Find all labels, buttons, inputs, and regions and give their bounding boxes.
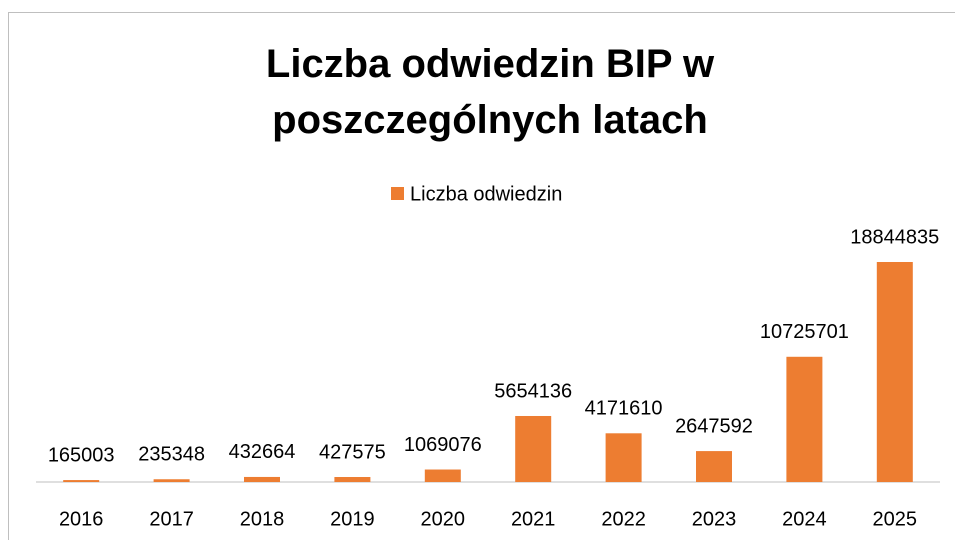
data-label: 2647592: [675, 415, 753, 437]
bar: [63, 480, 100, 482]
data-label: 5654136: [494, 380, 572, 402]
x-tick-label: 2021: [511, 508, 556, 530]
data-label: 235348: [138, 444, 205, 466]
legend-swatch: [391, 187, 404, 200]
legend-label: Liczba odwiedzin: [410, 183, 562, 205]
bar: [244, 476, 280, 482]
chart-title: Liczba odwiedzin BIP w poszczególnych la…: [265, 42, 715, 142]
x-tick-label: 2024: [782, 508, 827, 530]
bar: [334, 477, 371, 482]
chart-border: [8, 12, 955, 540]
bar: [424, 469, 461, 482]
data-label: 4171610: [585, 398, 663, 420]
bar: [515, 415, 552, 482]
x-tick-label: 2017: [149, 508, 194, 530]
data-label: 10725701: [760, 321, 849, 343]
x-tick-label: 2019: [330, 508, 375, 530]
bar: [786, 356, 823, 482]
x-tick-label: 2023: [692, 508, 737, 530]
x-tick-label: 2020: [421, 508, 466, 530]
bar: [605, 433, 642, 482]
x-tick-label: 2022: [601, 508, 646, 530]
data-label: 432664: [229, 441, 296, 463]
data-label: 427575: [319, 441, 386, 463]
bar: [153, 479, 190, 482]
data-label: 18844835: [850, 226, 939, 248]
x-tick-label: 2016: [59, 508, 104, 530]
bar: [696, 451, 732, 482]
data-label: 1069076: [404, 434, 482, 456]
data-label: 165003: [48, 444, 115, 466]
bar: [876, 262, 913, 482]
x-tick-label: 2025: [873, 508, 918, 530]
x-tick-label: 2018: [240, 508, 285, 530]
